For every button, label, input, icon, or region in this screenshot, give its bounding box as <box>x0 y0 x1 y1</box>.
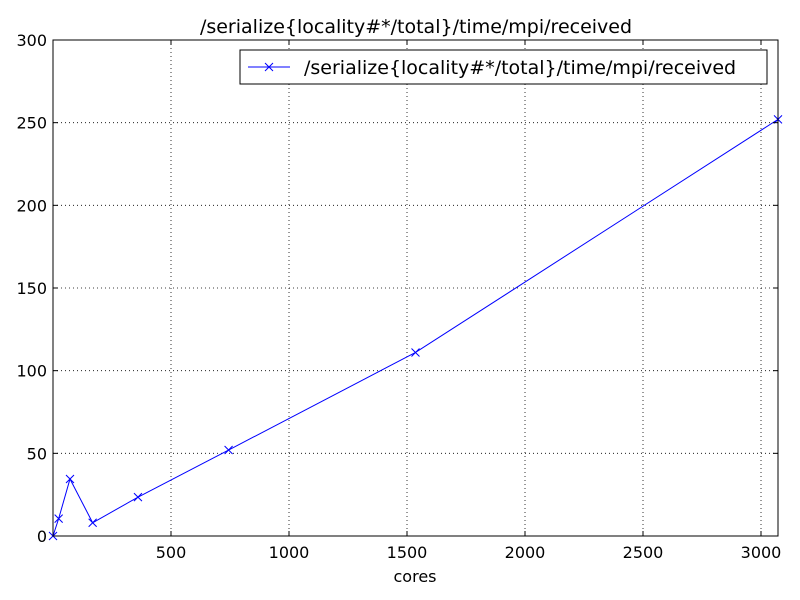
legend-box <box>239 49 768 85</box>
y-tick-label: 150 <box>16 279 47 298</box>
chart-title: /serialize{locality#*/total}/time/mpi/re… <box>200 16 632 38</box>
x-tick-label: 1500 <box>387 543 428 562</box>
y-tick-label: 300 <box>16 31 47 50</box>
data-point-marker <box>88 518 98 528</box>
data-point-marker <box>224 445 233 455</box>
x-tick-label: 3000 <box>741 543 782 562</box>
y-tick-label: 50 <box>27 444 47 463</box>
grid-lines <box>53 40 778 536</box>
data-point-marker <box>411 348 420 357</box>
series-line <box>52 118 779 537</box>
x-tick-label: 2000 <box>505 543 546 562</box>
x-tick-label: 1000 <box>269 543 310 562</box>
y-tick-label: 200 <box>16 196 47 215</box>
y-tick-label: 100 <box>16 362 47 381</box>
y-tick-label: 0 <box>37 527 47 546</box>
x-tick-label: 2500 <box>623 543 664 562</box>
data-point-marker <box>65 474 75 484</box>
data-point-marker <box>133 492 143 502</box>
axis-ticks: 500 1000 1500 2000 2500 3000 0 50 100 150 200 250 30… <box>16 31 781 562</box>
x-tick-label: 500 <box>156 543 187 562</box>
legend-label: /serialize{locality#*/total}/time/mpi/re… <box>304 57 736 79</box>
x-axis-label: cores <box>394 567 437 586</box>
legend: /serialize{locality#*/total}/time/mpi/re… <box>239 49 768 85</box>
y-tick-label: 250 <box>16 114 47 133</box>
legend-marker-x-icon <box>264 62 274 72</box>
data-point-marker <box>54 514 64 523</box>
